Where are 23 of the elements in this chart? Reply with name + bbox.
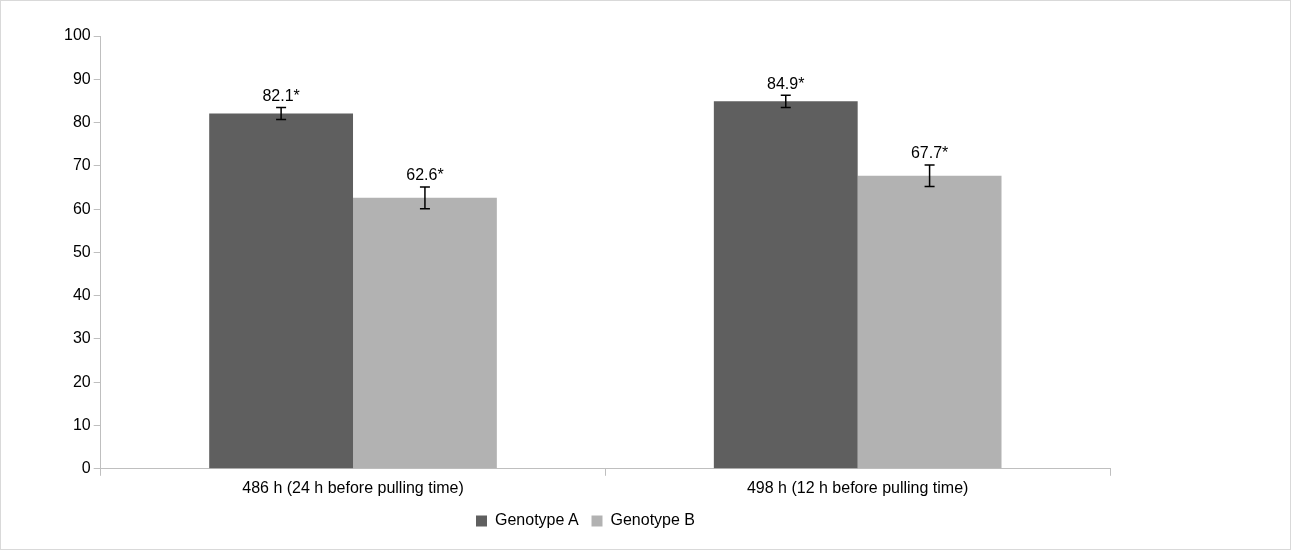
bar	[353, 197, 497, 469]
y-tick-label: 80	[72, 112, 91, 130]
y-tick-label: 70	[72, 156, 91, 174]
data-label: 62.6*	[406, 166, 444, 184]
y-tick-label: 20	[72, 372, 91, 390]
y-tick-label: 40	[72, 286, 91, 304]
y-tick-label: 100	[63, 26, 91, 44]
legend-label: Genotype B	[610, 511, 695, 529]
bar	[209, 113, 354, 469]
x-tick-label: 486 h (24 h before pulling time)	[242, 478, 464, 496]
bar	[857, 175, 1002, 469]
y-tick-label: 30	[72, 329, 91, 347]
legend-label: Genotype A	[495, 511, 579, 529]
y-tick-label: 0	[81, 459, 91, 477]
y-tick-label: 90	[72, 69, 91, 87]
x-tick-label: 498 h (12 h before pulling time)	[746, 478, 969, 496]
y-tick-label: 60	[72, 199, 91, 217]
bar	[713, 101, 858, 469]
y-tick-label: 10	[72, 415, 91, 433]
data-label: 84.9*	[767, 74, 805, 92]
data-label: 67.7*	[910, 144, 949, 162]
y-tick-label: 50	[72, 242, 91, 260]
data-label: 82.1*	[262, 86, 300, 104]
